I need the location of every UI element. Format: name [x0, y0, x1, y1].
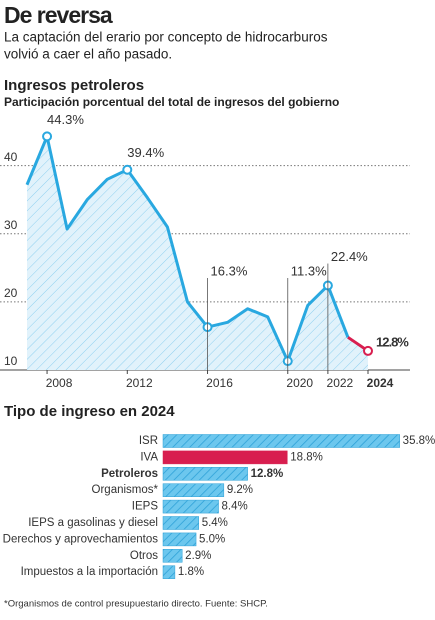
value-label: 44.3% — [47, 112, 84, 127]
value-label: 2.9% — [185, 550, 211, 562]
value-label: 5.0% — [199, 533, 225, 545]
bar — [162, 499, 219, 514]
category-label: Derechos y aprovechamientos — [3, 533, 159, 545]
chart-subtitle: Participación porcentual del total de in… — [4, 95, 339, 109]
point — [42, 131, 53, 142]
bar-chart: ISR 35.8% IVA 18.8% Petroleros 12.8% Organismo… — [3, 434, 435, 579]
category-label: ISR — [139, 435, 158, 447]
y-tick-label: 10 — [4, 354, 18, 368]
value-label: 12.8% — [376, 334, 409, 349]
value-label: 1.8% — [178, 566, 204, 578]
value-label: 5.4% — [202, 517, 228, 529]
x-tick-label: 2008 — [46, 376, 73, 390]
area — [27, 136, 368, 370]
value-label: 8.4% — [222, 501, 248, 513]
x-tick-label: 2022 — [327, 376, 354, 390]
bar — [162, 483, 225, 497]
bar — [162, 516, 199, 530]
line — [25, 134, 350, 363]
y-tick-label: 20 — [4, 286, 18, 300]
x-tick-label: 2024 — [367, 376, 394, 390]
value-label: 9.2% — [227, 484, 253, 496]
value-label: 22.4% — [331, 249, 368, 264]
x-tick-label: 2016 — [206, 376, 233, 390]
x-tick-label: 2012 — [126, 376, 153, 390]
category-label: Petroleros — [101, 468, 158, 480]
x-tick-label: 2020 — [286, 376, 313, 390]
y-tick-label: 40 — [4, 150, 18, 164]
value-label: 12.8% — [251, 468, 284, 480]
bar — [162, 549, 183, 563]
bar — [162, 565, 176, 579]
subtitle: La captación del erario por concepto de … — [4, 30, 328, 45]
category-label: IEPS — [132, 501, 159, 513]
title: De reversa — [4, 2, 113, 28]
category-label: IEPS a gasolinas y diesel — [28, 517, 158, 529]
bar — [162, 434, 400, 448]
bar — [162, 450, 288, 465]
line-chart: 10 20 30 40 2008 2012 2016 2020 2022 2024 44.3% 39.… — [0, 112, 410, 390]
value-label: 35.8% — [403, 435, 435, 447]
value-label: 39.4% — [127, 145, 164, 160]
y-tick-label: 30 — [4, 218, 18, 232]
value-label: 11.3% — [291, 263, 327, 278]
bar — [162, 467, 248, 481]
footnote: *Organismos de control presupuestario di… — [4, 599, 268, 610]
point — [363, 345, 373, 356]
chart-title: Tipo de ingreso en 2024 — [4, 403, 175, 420]
category-label: Impuestos a la importación — [21, 566, 158, 578]
value-label: 18.8% — [290, 451, 323, 463]
category-label: Otros — [130, 550, 158, 562]
subtitle: volvió a caer el año pasado. — [4, 47, 172, 62]
point — [122, 164, 133, 175]
chart-title: Ingresos petroleros — [4, 77, 144, 94]
category-label: Organismos* — [92, 484, 159, 496]
value-label: 16.3% — [211, 263, 248, 278]
bar — [162, 532, 197, 547]
category-label: IVA — [140, 451, 158, 463]
